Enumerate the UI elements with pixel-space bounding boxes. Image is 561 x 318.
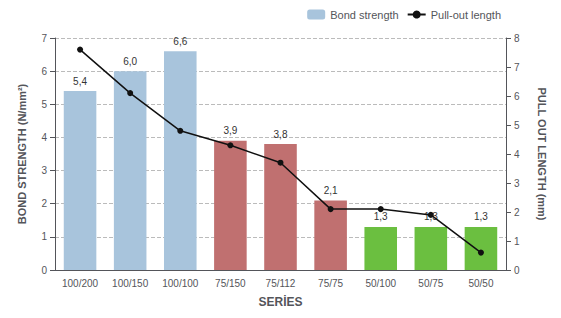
svg-text:PULL OUT LENGTH (mm): PULL OUT LENGTH (mm) (536, 87, 548, 220)
svg-text:BOND STRENGTH (N/mm²): BOND STRENGTH (N/mm²) (16, 83, 28, 224)
svg-text:3,9: 3,9 (223, 125, 237, 136)
svg-text:50/100: 50/100 (365, 278, 396, 289)
svg-text:75/150: 75/150 (215, 278, 246, 289)
svg-text:1,3: 1,3 (474, 211, 488, 222)
svg-text:1,3: 1,3 (374, 211, 388, 222)
svg-text:2,1: 2,1 (324, 185, 338, 196)
svg-text:0: 0 (41, 265, 47, 276)
svg-text:50/50: 50/50 (468, 278, 493, 289)
svg-text:3: 3 (514, 178, 520, 189)
svg-text:0: 0 (514, 265, 520, 276)
svg-text:6,0: 6,0 (123, 56, 137, 67)
svg-text:5: 5 (514, 120, 520, 131)
svg-text:75/75: 75/75 (318, 278, 343, 289)
svg-text:6: 6 (41, 66, 47, 77)
svg-text:7: 7 (41, 33, 47, 44)
svg-text:75/112: 75/112 (266, 278, 296, 289)
svg-text:Pull-out length: Pull-out length (431, 9, 501, 21)
svg-text:2: 2 (41, 198, 47, 209)
svg-text:8: 8 (514, 33, 520, 44)
svg-text:1: 1 (41, 231, 47, 242)
svg-text:SERİES: SERİES (258, 294, 302, 309)
svg-text:1: 1 (514, 236, 520, 247)
svg-text:100/100: 100/100 (162, 278, 199, 289)
svg-text:100/150: 100/150 (112, 278, 149, 289)
svg-text:100/200: 100/200 (62, 278, 99, 289)
svg-text:6,6: 6,6 (173, 36, 187, 47)
svg-text:5,4: 5,4 (73, 76, 87, 87)
svg-text:7: 7 (514, 62, 520, 73)
svg-text:3: 3 (41, 165, 47, 176)
svg-text:6: 6 (514, 91, 520, 102)
svg-text:1,3: 1,3 (424, 211, 438, 222)
svg-text:4: 4 (514, 149, 520, 160)
svg-text:5: 5 (41, 99, 47, 110)
svg-text:50/75: 50/75 (418, 278, 443, 289)
svg-text:3,8: 3,8 (274, 129, 288, 140)
svg-text:2: 2 (514, 207, 520, 218)
svg-text:4: 4 (41, 132, 47, 143)
svg-text:Bond strength: Bond strength (330, 9, 399, 21)
